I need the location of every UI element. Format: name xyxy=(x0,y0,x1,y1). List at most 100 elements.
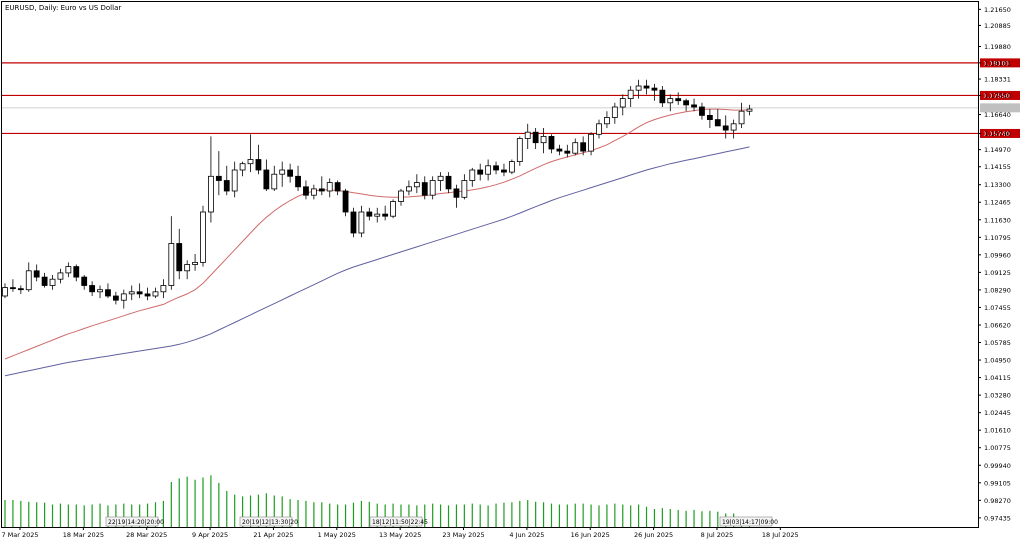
candle xyxy=(619,94,626,116)
x-tick-label: 26 Jun 2025 xyxy=(634,531,673,539)
candle-body-bull xyxy=(25,270,32,291)
candle-body-bear xyxy=(722,125,729,131)
candle-body-bear xyxy=(659,89,666,104)
candle-body-bear xyxy=(382,213,389,217)
candle xyxy=(295,165,301,191)
candle-body-bull xyxy=(667,98,674,104)
candle xyxy=(342,188,349,217)
candle-body-bear xyxy=(453,188,460,198)
candle xyxy=(714,109,721,127)
candle xyxy=(659,86,666,107)
date-stamp-label: 20|19|12|13:30|20 xyxy=(242,519,298,526)
candle xyxy=(675,92,682,105)
candle xyxy=(287,163,294,183)
date-stamp-box xyxy=(369,516,423,527)
y-tick-label: 1.11630 xyxy=(984,216,1011,224)
candle-body-bear xyxy=(295,175,301,188)
candle-body-bear xyxy=(643,85,650,89)
date-stamp-label: 19|03|14:17|09:00 xyxy=(722,519,778,526)
x-tick-label: 13 May 2025 xyxy=(379,531,421,539)
candle-body-bear xyxy=(651,87,658,91)
candle xyxy=(485,159,492,181)
candle-body-bear xyxy=(477,169,484,175)
candle-body-bear xyxy=(350,211,357,234)
candle xyxy=(501,163,507,177)
candle-body-bull xyxy=(374,213,381,217)
x-tick-label: 8 Jul 2025 xyxy=(701,531,734,539)
candle-body-bull xyxy=(310,188,317,196)
candle-body-bull xyxy=(160,285,167,293)
candle-body-bull xyxy=(406,186,412,192)
y-tick-label: 0.99940 xyxy=(984,462,1011,470)
candle-body-bear xyxy=(144,293,151,297)
candle xyxy=(89,281,96,296)
candle-body-bull xyxy=(596,123,602,135)
candle-body-bull xyxy=(738,110,745,125)
y-tick-label: 1.15740 xyxy=(984,130,1011,138)
y-tick-label: 1.07455 xyxy=(984,304,1011,312)
candle xyxy=(350,207,357,238)
current-price-tag xyxy=(980,103,1020,113)
candle-body-bull xyxy=(413,182,420,188)
candle xyxy=(25,262,32,292)
candle xyxy=(683,98,690,112)
candle-body-bull xyxy=(128,291,135,295)
candle xyxy=(17,285,24,294)
candle xyxy=(398,188,404,206)
candle-body-bear xyxy=(699,106,705,116)
candle xyxy=(635,79,642,99)
candle xyxy=(334,180,341,196)
y-tick-label: 1.08290 xyxy=(984,286,1011,294)
candle xyxy=(303,180,309,200)
y-tick-label: 1.00775 xyxy=(984,444,1011,452)
candle-body-bear xyxy=(318,188,325,192)
candle xyxy=(10,279,16,292)
date-stamp-label: 18|12|11:50|22:45 xyxy=(372,519,428,526)
y-tick-label: 1.14155 xyxy=(984,163,1011,171)
candle xyxy=(421,176,428,200)
candle xyxy=(263,159,270,191)
candle xyxy=(532,128,539,149)
candle-body-bull xyxy=(508,161,515,173)
y-tick-label: 1.09960 xyxy=(984,251,1011,259)
candle-body-bear xyxy=(342,190,349,213)
candle-body-bull xyxy=(239,163,246,171)
candle xyxy=(564,144,571,158)
candle-body-bull xyxy=(231,169,238,192)
candle-body-bear xyxy=(366,211,373,217)
level-price-tag xyxy=(980,90,1020,100)
candle xyxy=(144,287,151,301)
candle xyxy=(120,289,127,309)
candle-body-bull xyxy=(485,165,492,175)
candle xyxy=(429,176,436,200)
candle-body-bull xyxy=(358,211,365,234)
candle xyxy=(41,272,48,288)
date-stamp-box xyxy=(239,516,293,527)
x-tick-label: 23 May 2025 xyxy=(442,531,484,539)
y-tick-label: 1.09125 xyxy=(984,269,1011,277)
candle xyxy=(651,83,658,101)
y-tick-label: 1.19101 xyxy=(984,59,1011,67)
y-tick-label: 1.04115 xyxy=(984,374,1011,382)
candle-body-bull xyxy=(627,89,634,99)
candle xyxy=(97,285,103,299)
x-tick-label: 4 Jun 2025 xyxy=(509,531,544,539)
candle xyxy=(255,144,262,175)
y-tick-label: 1.12465 xyxy=(984,199,1011,207)
candle xyxy=(580,136,587,156)
candle xyxy=(73,264,80,282)
candle xyxy=(200,205,206,267)
candle-body-bear xyxy=(548,135,555,150)
candle-body-bear xyxy=(564,150,571,154)
level-price-tag xyxy=(980,128,1020,138)
level-price-label: 1.15740 xyxy=(983,130,1010,138)
y-tick-label: 1.03280 xyxy=(984,392,1011,400)
volume-bars xyxy=(4,475,751,527)
candle xyxy=(208,136,214,223)
candle xyxy=(627,86,634,107)
candle xyxy=(390,199,396,219)
candle-body-bull xyxy=(2,287,8,297)
candle xyxy=(152,287,159,299)
candle xyxy=(374,207,381,223)
y-tick-label: 1.04950 xyxy=(984,357,1011,365)
